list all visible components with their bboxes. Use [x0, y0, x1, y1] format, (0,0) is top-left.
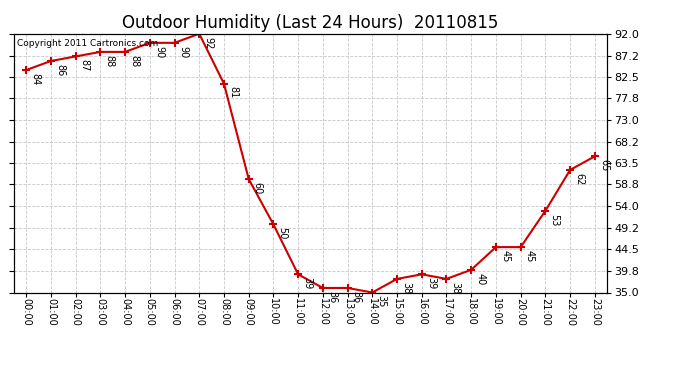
- Text: 86: 86: [55, 64, 65, 76]
- Text: 92: 92: [204, 36, 213, 49]
- Text: 88: 88: [129, 55, 139, 67]
- Text: 38: 38: [401, 282, 411, 294]
- Text: 62: 62: [574, 173, 584, 185]
- Text: 53: 53: [549, 214, 560, 226]
- Title: Outdoor Humidity (Last 24 Hours)  20110815: Outdoor Humidity (Last 24 Hours) 2011081…: [122, 14, 499, 32]
- Text: 45: 45: [525, 250, 535, 262]
- Text: 81: 81: [228, 87, 238, 99]
- Text: 45: 45: [500, 250, 510, 262]
- Text: 38: 38: [451, 282, 461, 294]
- Text: 90: 90: [179, 46, 188, 58]
- Text: 60: 60: [253, 182, 263, 194]
- Text: 36: 36: [352, 291, 362, 303]
- Text: 90: 90: [154, 46, 164, 58]
- Text: 35: 35: [377, 295, 386, 307]
- Text: 39: 39: [426, 277, 436, 290]
- Text: 88: 88: [104, 55, 115, 67]
- Text: 84: 84: [30, 73, 40, 85]
- Text: 65: 65: [599, 159, 609, 171]
- Text: 39: 39: [302, 277, 313, 290]
- Text: 87: 87: [80, 59, 90, 72]
- Text: 36: 36: [327, 291, 337, 303]
- Text: 40: 40: [475, 273, 485, 285]
- Text: 50: 50: [277, 227, 288, 240]
- Text: Copyright 2011 Cartronics.com: Copyright 2011 Cartronics.com: [17, 39, 158, 48]
